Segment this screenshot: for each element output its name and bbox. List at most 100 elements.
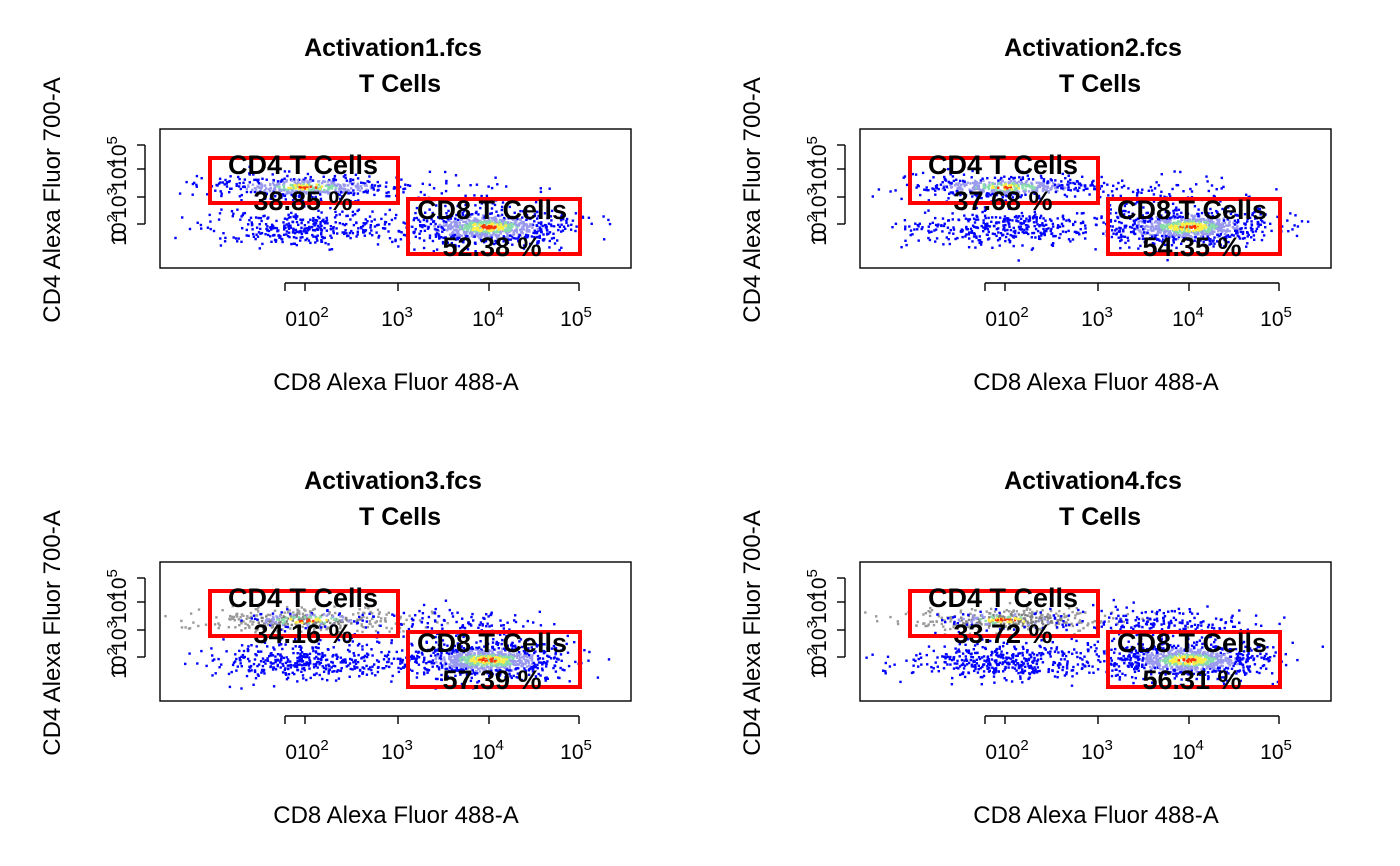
event-dot: [460, 218, 463, 221]
event-dot: [300, 606, 303, 609]
event-dot: [343, 232, 346, 236]
event-dot: [343, 632, 346, 635]
event-dot: [238, 624, 241, 627]
event-dot: [1141, 217, 1144, 220]
event-dot: [417, 663, 421, 666]
event-dot: [247, 234, 250, 237]
event-dot: [274, 240, 278, 243]
event-dot: [346, 640, 349, 643]
event-dot: [1194, 231, 1197, 234]
event-dot: [1116, 216, 1120, 220]
event-dot: [315, 187, 319, 191]
event-dot: [478, 654, 482, 657]
event-dot: [330, 236, 333, 239]
event-dot: [1287, 230, 1290, 233]
event-dot: [1189, 225, 1192, 229]
event-dot: [1124, 241, 1127, 245]
event-dot: [552, 236, 556, 240]
event-dot: [1209, 226, 1212, 230]
event-dot: [485, 221, 488, 225]
event-dot: [961, 207, 964, 211]
event-dot: [986, 195, 990, 198]
event-dot: [1217, 230, 1220, 233]
event-dot: [464, 226, 467, 229]
event-dot: [311, 188, 314, 192]
event-dot: [1036, 223, 1039, 226]
event-dot: [1296, 225, 1300, 228]
event-dot: [1179, 170, 1182, 174]
event-dot: [280, 657, 283, 660]
event-dot: [527, 638, 530, 642]
event-dot: [302, 663, 306, 666]
event-dot: [436, 228, 439, 232]
event-dot: [1012, 226, 1015, 230]
event-dot: [451, 226, 454, 229]
event-dot: [494, 233, 497, 237]
event-dot: [1138, 230, 1141, 233]
event-dot: [461, 211, 464, 215]
event-dot: [309, 615, 313, 619]
event-dot: [377, 236, 380, 239]
event-dot: [1094, 248, 1097, 251]
event-dot: [434, 228, 437, 231]
event-dot: [267, 233, 270, 237]
event-dot: [959, 193, 962, 197]
event-dot: [281, 621, 285, 625]
event-dot: [469, 184, 472, 187]
event-dot: [524, 223, 527, 226]
event-dot: [554, 651, 557, 654]
event-dot: [390, 680, 393, 683]
event-dot: [259, 216, 262, 220]
event-dot: [286, 218, 289, 221]
event-dot: [1161, 227, 1165, 231]
event-dot: [261, 242, 264, 246]
event-dot: [303, 180, 306, 183]
event-dot: [390, 641, 393, 645]
event-dot: [296, 656, 299, 660]
event-dot: [1156, 218, 1160, 221]
event-dot: [506, 232, 509, 236]
event-dot: [337, 631, 340, 635]
event-dot: [559, 653, 563, 656]
event-dot: [1115, 227, 1118, 231]
event-dot: [1172, 241, 1175, 244]
event-dot: [454, 245, 457, 248]
event-dot: [1215, 209, 1218, 213]
event-dot: [1075, 230, 1078, 234]
event-dot: [242, 181, 245, 184]
event-dot: [470, 229, 473, 232]
event-dot: [369, 226, 372, 229]
event-dot: [371, 234, 374, 237]
event-dot: [1141, 224, 1144, 228]
event-dot: [997, 221, 1001, 224]
event-dot: [1158, 218, 1161, 221]
event-dot: [385, 613, 388, 616]
event-dot: [1276, 215, 1279, 219]
event-dot: [349, 179, 352, 183]
event-dot: [375, 659, 379, 662]
event-dot: [1152, 200, 1156, 203]
event-dot: [338, 213, 341, 216]
event-dot: [269, 620, 272, 624]
event-dot: [271, 654, 275, 657]
event-dot: [345, 232, 348, 235]
event-dot: [1236, 225, 1239, 228]
event-dot: [877, 188, 881, 191]
x-tick-label: 103: [1081, 304, 1113, 331]
event-dot: [1136, 228, 1140, 231]
event-dot: [220, 208, 223, 211]
event-dot: [511, 243, 514, 246]
event-dot: [325, 618, 328, 622]
event-dot: [330, 180, 333, 183]
event-dot: [545, 665, 548, 668]
event-dot: [260, 185, 264, 188]
event-dot: [1232, 234, 1235, 237]
event-dot: [1011, 196, 1014, 199]
event-dot: [478, 237, 481, 240]
event-dot: [307, 617, 311, 621]
event-dot: [1161, 219, 1164, 222]
event-dot: [1140, 232, 1144, 235]
event-dot: [322, 175, 325, 178]
event-dot: [1214, 223, 1217, 227]
event-dot: [1295, 234, 1299, 238]
